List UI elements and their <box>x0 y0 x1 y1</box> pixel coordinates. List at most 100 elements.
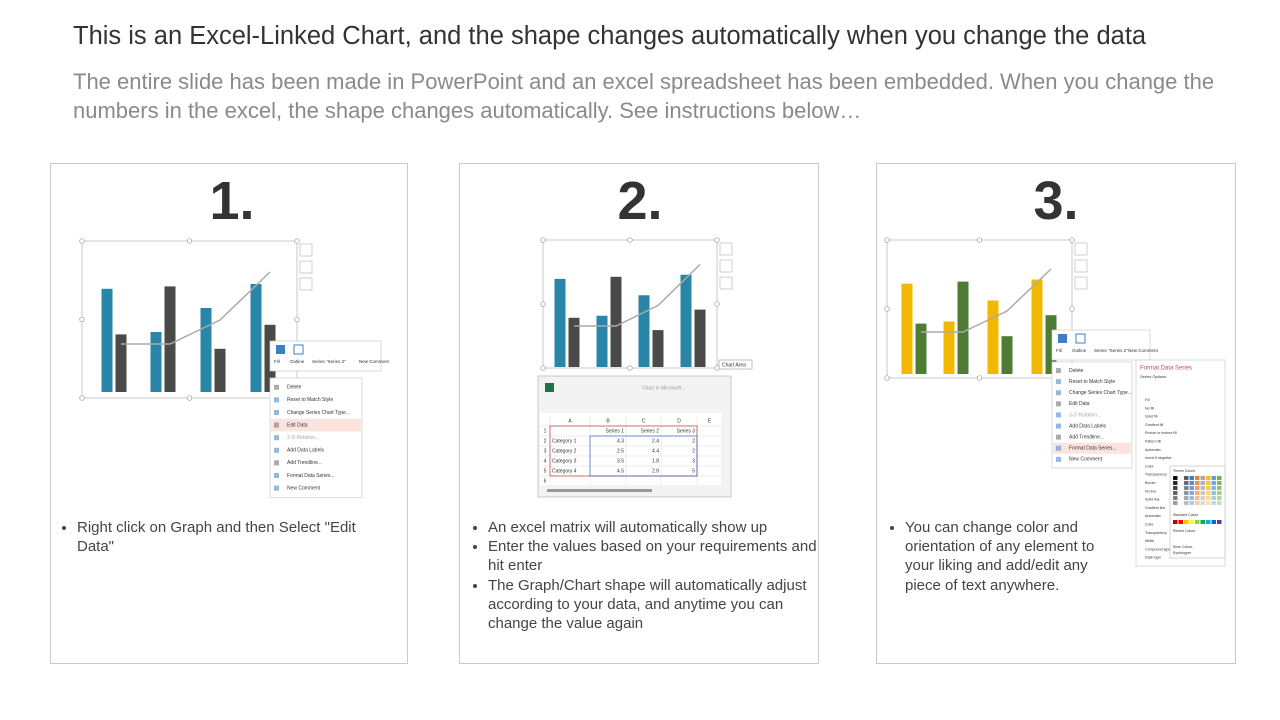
bar <box>200 308 212 392</box>
pane-item: Width <box>1145 539 1154 543</box>
row-header: 1 <box>544 428 547 434</box>
pane-item: Automatic <box>1145 448 1161 452</box>
row-label: Category 2 <box>552 448 577 454</box>
swatch <box>1205 485 1211 491</box>
handle <box>976 237 983 243</box>
bar <box>214 348 226 392</box>
bar <box>115 334 127 392</box>
chart-button <box>719 242 733 256</box>
swatch <box>1206 520 1211 524</box>
chart-button <box>719 259 733 273</box>
bullet: Right click on Graph and then Select "Ed… <box>77 518 387 556</box>
cell: 4.5 <box>617 468 624 474</box>
handle <box>714 237 720 243</box>
chart-frame <box>886 239 1073 379</box>
cell: 3.5 <box>617 458 624 464</box>
cell: 2 <box>692 438 695 444</box>
column-header: E <box>708 418 712 424</box>
swatch <box>1178 480 1184 486</box>
pane-item: Gradient fill <box>1145 423 1163 427</box>
chart-button <box>719 276 733 290</box>
menu-icon <box>1056 434 1061 440</box>
bullet-list: An excel matrix will automatically show … <box>471 518 823 633</box>
swatch <box>1205 500 1211 506</box>
toolbar-label: Fill <box>1056 348 1062 353</box>
swatch <box>1178 490 1184 496</box>
handle <box>1069 237 1075 243</box>
menu-icon <box>1056 423 1061 429</box>
handle <box>540 365 546 371</box>
swatch <box>1194 495 1200 501</box>
toolbar-label: Series "Series 2" <box>312 359 346 364</box>
swatch <box>1178 495 1184 501</box>
handle <box>627 237 633 243</box>
icon <box>1075 333 1086 344</box>
handle <box>294 238 300 244</box>
menu-icon <box>274 410 279 415</box>
pane-item: Solid fill <box>1145 415 1158 419</box>
column-header: B <box>606 418 610 424</box>
column-header: A <box>568 418 572 424</box>
swatch <box>1200 485 1206 491</box>
pane-item: Automatic <box>1145 514 1161 518</box>
swatch <box>1183 495 1189 501</box>
menu-icon <box>274 397 279 403</box>
menu-icon <box>1056 390 1061 396</box>
menu-item: 3-D Rotation... <box>287 435 319 441</box>
cell: 5 <box>692 468 695 474</box>
menu-item: New Comment <box>1069 457 1103 463</box>
swatch <box>1205 475 1211 481</box>
step-number: 2. <box>617 171 663 231</box>
swatch <box>1205 480 1211 486</box>
bar <box>987 300 999 374</box>
swatch <box>1194 480 1200 486</box>
menu-item: Edit Data <box>1069 401 1090 407</box>
pane-item: Gradient line <box>1145 506 1165 510</box>
menu-icon <box>274 473 279 478</box>
menu-icon <box>1056 379 1061 385</box>
panel <box>50 163 408 664</box>
swatch <box>1189 490 1195 496</box>
swatch <box>1189 485 1195 491</box>
menu-icon <box>274 447 279 453</box>
bar <box>101 288 113 392</box>
swatch <box>1178 500 1184 506</box>
swatch <box>1178 475 1184 481</box>
bar <box>164 286 176 392</box>
pane-item: Picture or texture fill <box>1145 431 1177 435</box>
chart-button <box>1074 276 1088 290</box>
row-header: 5 <box>544 468 547 474</box>
swatch <box>1194 490 1200 496</box>
swatch <box>1200 500 1206 506</box>
pane-item: No fill <box>1145 406 1154 410</box>
bar <box>596 315 608 367</box>
row-label: Category 3 <box>552 458 577 464</box>
pane-item: Color <box>1145 522 1154 526</box>
handle <box>79 316 85 323</box>
swatch <box>1216 490 1222 496</box>
mini-toolbar <box>269 340 382 372</box>
bar <box>250 284 262 392</box>
swatch <box>1211 490 1217 496</box>
swatch <box>1183 480 1189 486</box>
handle <box>884 306 890 312</box>
handle <box>186 238 193 244</box>
cell: 4.3 <box>617 438 624 444</box>
palette-label: More Colors... <box>1173 545 1195 549</box>
swatch <box>1211 475 1217 481</box>
slide-subtitle: The entire slide has been made in PowerP… <box>73 69 1215 123</box>
menu-icon <box>274 422 279 428</box>
swatch <box>1194 485 1200 491</box>
bullet: Enter the values based on your requireme… <box>488 537 823 575</box>
menu-item: Edit Data <box>287 422 308 428</box>
excel-sheet <box>540 413 722 485</box>
swatch <box>1183 485 1189 491</box>
menu-icon <box>1056 412 1061 418</box>
swatch <box>1200 520 1205 524</box>
chart-label: Chart Area <box>722 362 746 368</box>
toolbar-label: Series "Series 2" <box>1094 348 1128 353</box>
menu-icon <box>274 435 279 441</box>
toolbar-label: Fill <box>274 359 280 364</box>
menu-icon <box>1056 445 1061 451</box>
menu-item: New Comment <box>287 485 321 491</box>
